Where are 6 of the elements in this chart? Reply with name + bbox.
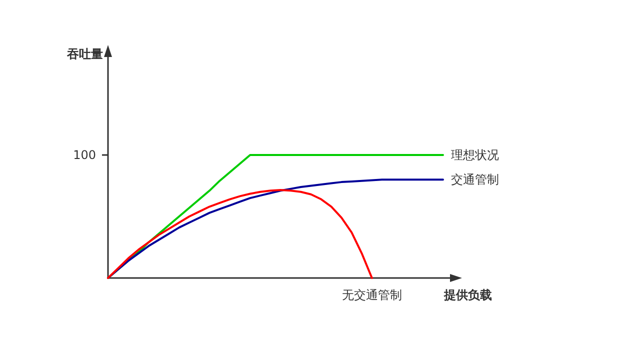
x-axis-title: 提供负载: [443, 288, 492, 302]
text: 100: [73, 148, 96, 162]
series-label: 交通管制: [451, 172, 499, 187]
series-label: 无交通管制: [342, 288, 402, 302]
series-label: 理想状况: [451, 148, 499, 162]
text: 吞吐量: [66, 47, 103, 61]
